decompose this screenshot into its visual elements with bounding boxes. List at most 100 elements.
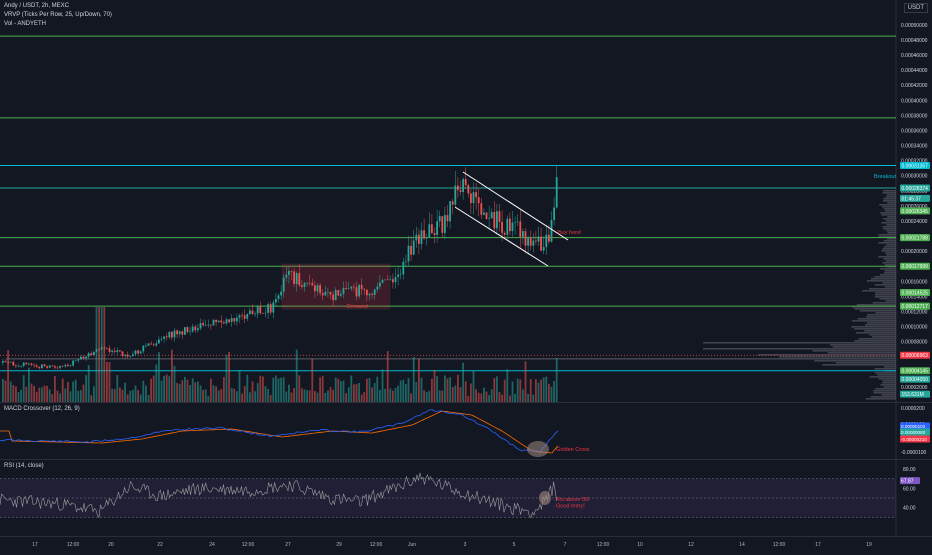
time-tick-label: 17 <box>815 542 821 548</box>
volume-profile-bar <box>878 378 896 380</box>
volume-bar <box>158 352 160 402</box>
volume-bar <box>236 391 238 402</box>
candle-body <box>464 179 467 186</box>
rsi-title[interactable]: RSI (14, close) <box>4 463 44 469</box>
volume-bar <box>139 394 142 402</box>
candle-body <box>527 237 529 246</box>
volume-profile-bar <box>859 310 896 312</box>
volume-profile-bar <box>875 312 896 314</box>
volume-profile-bar <box>879 204 896 206</box>
volume-bar <box>392 390 394 402</box>
macd-tag-label: -0.00000210 <box>901 437 927 442</box>
price-tag-label: 0.00028374 <box>902 186 929 192</box>
candle-body <box>254 313 256 315</box>
price-tag[interactable] <box>900 207 930 215</box>
symbol-legend[interactable]: Andy / USDT, 2h, MEXC <box>4 3 70 9</box>
vrvp-legend[interactable]: VRVP (Ticks Per Row, 25, Up/Down, 70) <box>4 12 112 18</box>
volume-legend[interactable]: Vol - ANDYETH <box>4 21 47 27</box>
volume-profile-bar <box>882 382 896 384</box>
volume-bar <box>311 358 314 402</box>
candle-body <box>379 282 381 287</box>
candle-body <box>340 293 342 296</box>
volume-bar <box>405 384 407 402</box>
candle-body <box>241 315 243 316</box>
time-tick-label: 12:00 <box>773 542 786 548</box>
candle-body <box>147 343 150 346</box>
candle-body <box>181 331 184 335</box>
candle-body <box>178 331 181 335</box>
price-tag-label: 01:45:37 <box>902 196 922 202</box>
macd-tag[interactable] <box>900 428 930 436</box>
candle-body <box>415 234 418 241</box>
price-tag[interactable] <box>900 390 930 398</box>
volume-bar <box>371 387 373 402</box>
macd-tag[interactable] <box>900 422 930 430</box>
volume-profile-bar <box>875 294 896 296</box>
price-tag[interactable] <box>900 262 930 270</box>
volume-bar <box>433 369 436 402</box>
volume-bar <box>199 385 202 402</box>
volume-bar <box>41 387 43 402</box>
price-tag[interactable] <box>900 234 930 242</box>
candle-body <box>373 289 376 295</box>
demand-zone[interactable] <box>281 263 391 310</box>
price-tag[interactable] <box>900 302 930 310</box>
time-tick-label: 14 <box>739 542 745 548</box>
candle-body <box>347 288 350 290</box>
volume-profile-bar <box>884 270 896 272</box>
time-tick-label: 22 <box>157 542 163 548</box>
macd-title[interactable]: MACD Crossover (12, 26, 9) <box>4 406 80 412</box>
macd-tag[interactable] <box>900 435 930 443</box>
golden-cross-marker[interactable] <box>527 441 549 457</box>
candle-body <box>150 343 152 345</box>
candle-body <box>342 287 345 294</box>
candle-body <box>490 212 493 219</box>
volume-bar <box>233 388 236 402</box>
price-tag[interactable] <box>900 351 930 359</box>
price-tag[interactable] <box>900 194 930 202</box>
volume-bar <box>77 390 80 402</box>
price-tag[interactable] <box>900 288 930 296</box>
price-tag[interactable] <box>900 375 930 383</box>
price-tag[interactable] <box>900 184 930 192</box>
candle-body <box>555 177 558 208</box>
volume-bar <box>9 381 12 402</box>
volume-bar <box>51 394 54 402</box>
volume-bar <box>90 395 93 402</box>
volume-profile-bar <box>814 360 896 362</box>
time-tick-label: 12:00 <box>67 542 80 548</box>
volume-bar <box>415 382 418 402</box>
rsi-value-tag[interactable] <box>900 477 920 485</box>
candle-body <box>48 365 51 368</box>
candle-body <box>56 367 59 369</box>
channel-bottom-line[interactable] <box>454 206 549 267</box>
volume-bar <box>540 379 542 402</box>
volume-bar <box>444 375 446 402</box>
volume-profile-bar <box>878 242 896 244</box>
volume-profile-bar <box>886 194 896 196</box>
rsi-cross-marker[interactable] <box>539 491 551 505</box>
time-tick-label: 10 <box>637 542 643 548</box>
candle-body <box>470 193 472 204</box>
volume-bar <box>368 378 371 402</box>
candle-body <box>319 285 321 294</box>
candle-body <box>129 356 132 357</box>
price-tag[interactable] <box>900 161 930 169</box>
volume-bar <box>306 390 308 402</box>
price-tag[interactable] <box>900 367 930 375</box>
currency-label[interactable]: USDT <box>903 3 928 13</box>
volume-bar <box>22 375 25 402</box>
price-tick-label: 0.00036000 <box>901 128 928 134</box>
price-axis[interactable] <box>896 0 932 550</box>
candle-body <box>25 362 28 365</box>
volume-bar <box>386 351 389 402</box>
channel-top-line[interactable] <box>462 171 569 241</box>
rsi-tick-label: 80.00 <box>903 467 916 473</box>
candle-body <box>423 230 425 239</box>
volume-profile-bar <box>867 280 896 282</box>
volume-bar <box>555 358 558 402</box>
volume-bar <box>308 390 311 402</box>
volume-profile-bar <box>881 250 896 252</box>
